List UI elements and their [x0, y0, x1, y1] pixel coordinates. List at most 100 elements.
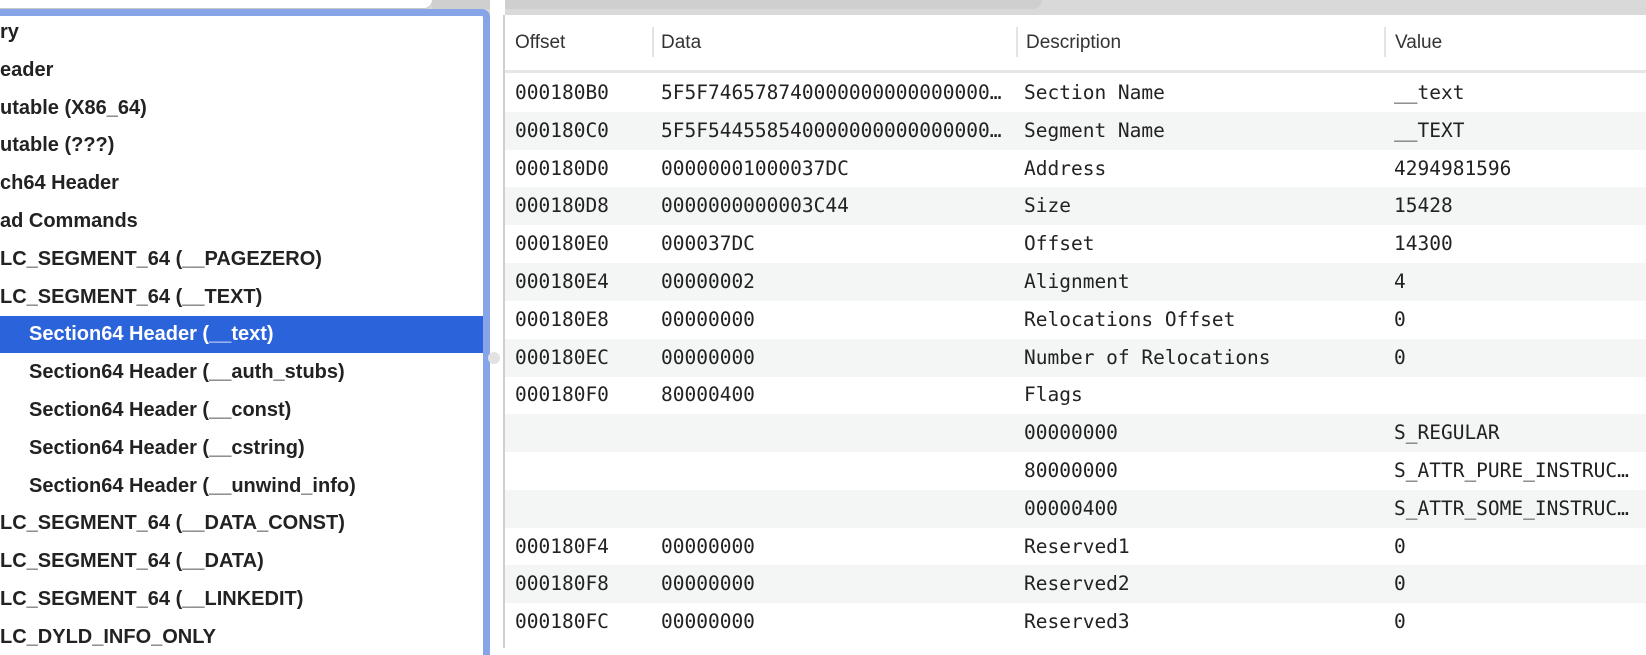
offset-cell: 000180F8 — [515, 572, 609, 596]
table-row[interactable]: 000180FC 00000000 Reserved3 0 — [505, 603, 1646, 641]
column-divider[interactable] — [652, 27, 654, 57]
tree-item[interactable]: LC_SEGMENT_64 (__DATA) — [0, 543, 483, 580]
offset-cell: 000180FC — [515, 610, 609, 634]
value-cell: S_ATTR_SOME_INSTRUCTIONS — [1394, 496, 1630, 520]
value-cell: S_REGULAR — [1394, 421, 1500, 445]
description-cell: 80000000 — [1024, 459, 1118, 482]
data-cell: 00000000 — [661, 610, 755, 634]
column-header-description[interactable]: Description — [1026, 32, 1122, 53]
value-cell: 0 — [1394, 572, 1406, 596]
offset-cell: 000180EC — [515, 345, 609, 369]
tree-item[interactable]: Section64 Header (__const) — [0, 392, 483, 429]
table-row[interactable]: 000180D8 0000000000003C44 Size 15428 — [505, 187, 1646, 226]
tree-item[interactable]: ad Commands — [0, 203, 483, 240]
table-row[interactable]: 000180F8 00000000 Reserved2 0 — [505, 565, 1646, 604]
tree-item-label: LC_SEGMENT_64 (__LINKEDIT) — [0, 588, 304, 610]
data-cell: 00000002 — [661, 270, 755, 293]
description-cell: Size — [1024, 194, 1071, 218]
tree-item[interactable]: LC_SEGMENT_64 (__LINKEDIT) — [0, 581, 483, 618]
offset-cell: 000180E4 — [515, 270, 609, 293]
tree-item[interactable]: LC_SEGMENT_64 (__TEXT) — [0, 279, 483, 316]
value-cell: 0 — [1394, 610, 1406, 634]
value-cell: 14300 — [1394, 232, 1453, 256]
table-header: Offset Data Description Value — [505, 15, 1646, 73]
column-header-value[interactable]: Value — [1395, 32, 1443, 53]
table-row[interactable]: 000180B0 5F5F7465787400000000000000000000… — [505, 74, 1646, 112]
description-cell: Reserved3 — [1024, 610, 1130, 634]
description-cell: Alignment — [1024, 270, 1130, 293]
offset-cell: 000180E8 — [515, 307, 609, 331]
tree-item-label: utable (???) — [0, 134, 115, 157]
tree-item[interactable]: ch64 Header — [0, 165, 483, 202]
table-row[interactable]: 00000000 S_REGULAR — [505, 414, 1646, 453]
table-row[interactable]: 000180EC 00000000 Number of Relocations 0 — [505, 338, 1646, 377]
value-cell: __TEXT — [1394, 118, 1465, 142]
data-cell: 00000001000037DC — [661, 156, 849, 180]
data-cell: 00000000 — [661, 572, 755, 596]
tree-item-label: eader — [0, 58, 54, 81]
tree-item-label: Section64 Header (__auth_stubs) — [29, 361, 345, 384]
tree-item[interactable]: Section64 Header (__auth_stubs) — [0, 354, 483, 391]
tree-item-label: ry — [0, 21, 19, 43]
offset-cell: 000180D0 — [515, 156, 609, 180]
value-cell: 0 — [1394, 345, 1406, 369]
description-cell: Offset — [1024, 232, 1095, 256]
tree-item-label: Section64 Header (__unwind_info) — [29, 474, 356, 497]
table-row[interactable]: 000180E8 00000000 Relocations Offset 0 — [505, 301, 1646, 339]
tree-item[interactable]: Section64 Header (__cstring) — [0, 430, 483, 467]
table-row[interactable]: 80000000 S_ATTR_PURE_INSTRUCTIONS — [505, 452, 1646, 490]
split-view-divider[interactable] — [490, 0, 505, 648]
data-cell: 000037DC — [661, 232, 755, 256]
offset-cell: 000180B0 — [515, 81, 609, 104]
description-cell: Flags — [1024, 383, 1083, 407]
tree-item-selected[interactable]: Section64 Header (__text) — [0, 316, 483, 354]
value-cell: S_ATTR_PURE_INSTRUCTIONS — [1394, 459, 1630, 482]
table-row[interactable]: 000180E0 000037DC Offset 14300 — [505, 225, 1646, 263]
column-header-offset[interactable]: Offset — [515, 32, 566, 53]
tree-item[interactable]: utable (???) — [0, 127, 483, 164]
tree-item[interactable]: ry — [0, 16, 483, 51]
column-header-data[interactable]: Data — [661, 32, 702, 53]
divider-handle-icon[interactable] — [488, 352, 500, 364]
tree-item-label: ch64 Header — [0, 172, 119, 195]
table-row[interactable]: 000180C0 5F5F5445585400000000000000000000… — [505, 111, 1646, 150]
data-cell: 5F5F74657874000000000000000000000 — [661, 81, 1005, 104]
table-row[interactable]: 00000400 S_ATTR_SOME_INSTRUCTIONS — [505, 489, 1646, 528]
tree-item[interactable]: Section64 Header (__unwind_info) — [0, 468, 483, 505]
tree-item-label: Section64 Header (__const) — [29, 399, 292, 421]
data-cell: 80000400 — [661, 383, 755, 407]
offset-cell: 000180F4 — [515, 534, 609, 558]
data-cell: 00000000 — [661, 307, 755, 331]
value-cell: 4 — [1394, 270, 1406, 293]
column-divider[interactable] — [1384, 27, 1386, 57]
description-cell: Address — [1024, 156, 1107, 180]
description-cell: Relocations Offset — [1024, 307, 1236, 331]
offset-cell: 000180E0 — [515, 232, 609, 256]
tree-item[interactable]: utable (X86_64) — [0, 90, 483, 127]
tree-item-label: Section64 Header (__cstring) — [29, 436, 305, 459]
value-cell: 4294981596 — [1394, 156, 1512, 180]
tree-item[interactable]: LC_SEGMENT_64 (__PAGEZERO) — [0, 241, 483, 278]
tree-item-label: LC_SEGMENT_64 (__PAGEZERO) — [0, 247, 322, 270]
tree-item[interactable]: eader — [0, 52, 483, 89]
value-cell: __text — [1394, 81, 1465, 104]
structure-tree[interactable]: ry eader utable (X86_64)utable (???) ch64 H… — [0, 9, 490, 655]
tree-item-label: utable (X86_64) — [0, 96, 147, 119]
description-cell: Number of Relocations — [1024, 345, 1271, 369]
tree-item-label: LC_SEGMENT_64 (__DATA_CONST) — [0, 512, 345, 535]
table-row[interactable]: 000180D0 00000001000037DC Address 429498159… — [505, 150, 1646, 188]
tree-item-label: LC_SEGMENT_64 (__TEXT) — [0, 285, 263, 308]
column-divider[interactable] — [1016, 27, 1018, 57]
offset-cell: 000180C0 — [515, 118, 609, 142]
table-row[interactable]: 000180E4 00000002 Alignment 4 — [505, 263, 1646, 301]
tree-item-label: LC_DYLD_INFO_ONLY — [0, 625, 216, 648]
tab-shape — [0, 0, 433, 9]
data-cell: 00000000 — [661, 345, 755, 369]
table-row[interactable]: 000180F4 00000000 Reserved1 0 — [505, 528, 1646, 566]
tree-item[interactable]: LC_SEGMENT_64 (__DATA_CONST) — [0, 505, 483, 542]
value-cell: 0 — [1394, 307, 1406, 331]
table-row[interactable]: 000180F0 80000400 Flags — [505, 376, 1646, 414]
tree-item[interactable]: LC_DYLD_INFO_ONLY — [0, 619, 483, 655]
value-cell: 15428 — [1394, 194, 1453, 218]
detail-table[interactable]: Offset Data Description Value 000180B0 5F… — [503, 15, 1646, 648]
